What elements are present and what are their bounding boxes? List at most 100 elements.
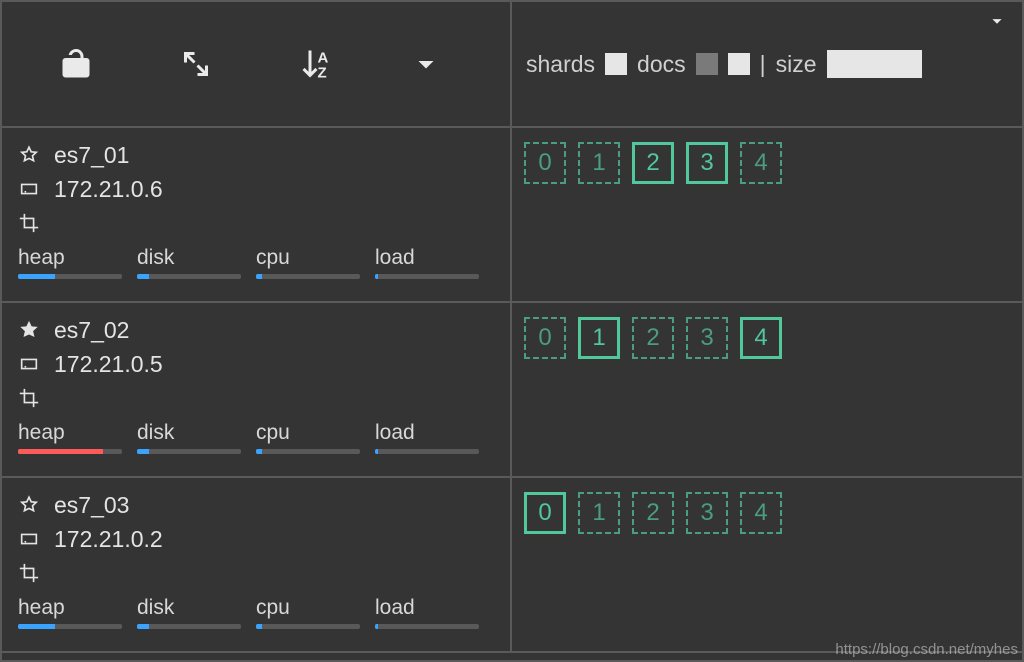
node-shards: 01234 <box>512 303 1022 478</box>
metric-bar <box>18 274 122 279</box>
metric-load: load <box>375 596 494 629</box>
metric-disk: disk <box>137 246 256 279</box>
metric-label: cpu <box>256 596 375 620</box>
expand-button[interactable] <box>136 2 256 126</box>
node-ip: 172.21.0.6 <box>54 176 163 203</box>
node-ip: 172.21.0.5 <box>54 351 163 378</box>
metric-bar-fill <box>18 624 55 629</box>
node-metrics: heapdiskcpuload <box>18 421 494 454</box>
metric-bar-fill <box>137 274 149 279</box>
metric-bar-fill <box>375 624 378 629</box>
metric-bar <box>375 274 479 279</box>
node-info: es7_02 172.21.0.5 heapdiskcpuload <box>2 303 512 478</box>
shard-replica[interactable]: 1 <box>578 142 620 184</box>
caret-down-icon <box>986 10 1008 32</box>
star-outline-icon <box>18 494 40 516</box>
metric-label: disk <box>137 596 256 620</box>
node-row: es7_01172.21.0.6heapdiskcpuload01234 <box>2 128 1022 303</box>
shard-replica[interactable]: 4 <box>740 492 782 534</box>
metric-bar <box>256 624 360 629</box>
cluster-grid: A Z shards docs | size es7_01 172.21.0.6 h… <box>0 0 1024 662</box>
shard-indicator <box>605 53 627 75</box>
metric-bar-fill <box>256 624 262 629</box>
metric-bar-fill <box>18 274 55 279</box>
shard-replica[interactable]: 3 <box>686 492 728 534</box>
node-ip-line: 172.21.0.5 <box>18 347 494 381</box>
size-indicator <box>827 50 922 78</box>
metric-bar-fill <box>18 449 103 454</box>
dropdown-button[interactable] <box>376 2 476 126</box>
metric-disk: disk <box>137 596 256 629</box>
node-name-line[interactable]: es7_03 <box>18 488 494 522</box>
shard-primary[interactable]: 0 <box>524 492 566 534</box>
metric-bar-fill <box>375 274 378 279</box>
pipe-divider: | <box>760 51 766 78</box>
metric-heap: heap <box>18 596 137 629</box>
metric-disk: disk <box>137 421 256 454</box>
disk-icon <box>18 353 40 375</box>
metric-label: cpu <box>256 421 375 445</box>
node-info: es7_03172.21.0.2 heapdiskcpuload <box>2 478 512 653</box>
shards-label: shards <box>526 51 595 78</box>
metric-label: disk <box>137 246 256 270</box>
metric-bar-fill <box>375 449 378 454</box>
collapse-caret[interactable] <box>986 10 1008 38</box>
metric-bar <box>256 449 360 454</box>
metric-bar-fill <box>256 274 262 279</box>
metric-label: load <box>375 421 494 445</box>
unlock-icon <box>58 46 94 82</box>
shard-replica[interactable]: 2 <box>632 492 674 534</box>
crop-icon <box>18 562 40 584</box>
shard-primary[interactable]: 2 <box>632 142 674 184</box>
metric-label: heap <box>18 246 137 270</box>
shard-primary[interactable]: 3 <box>686 142 728 184</box>
lock-button[interactable] <box>16 2 136 126</box>
shard-primary[interactable]: 1 <box>578 317 620 359</box>
metric-label: cpu <box>256 246 375 270</box>
metric-bar <box>137 624 241 629</box>
metric-bar <box>18 624 122 629</box>
metric-bar <box>256 274 360 279</box>
metric-bar <box>137 274 241 279</box>
nodes-container: es7_01172.21.0.6heapdiskcpuload01234es7_… <box>2 128 1022 653</box>
metric-bar <box>375 624 479 629</box>
shard-replica[interactable]: 0 <box>524 317 566 359</box>
metric-heap: heap <box>18 246 137 279</box>
shard-replica[interactable]: 3 <box>686 317 728 359</box>
metric-label: heap <box>18 596 137 620</box>
metric-cpu: cpu <box>256 421 375 454</box>
metric-label: heap <box>18 421 137 445</box>
docs-indicator-2 <box>728 53 750 75</box>
node-crop-line <box>18 206 494 240</box>
shard-replica[interactable]: 2 <box>632 317 674 359</box>
expand-icon <box>178 46 214 82</box>
svg-text:Z: Z <box>318 65 327 82</box>
node-name-line[interactable]: es7_01 <box>18 138 494 172</box>
header-right: shards docs | size <box>512 2 1022 128</box>
node-ip-line: 172.21.0.6 <box>18 172 494 206</box>
metric-label: disk <box>137 421 256 445</box>
shard-replica[interactable]: 4 <box>740 142 782 184</box>
node-crop-line <box>18 556 494 590</box>
disk-icon <box>18 178 40 200</box>
shard-replica[interactable]: 1 <box>578 492 620 534</box>
shard-replica[interactable]: 0 <box>524 142 566 184</box>
sort-button[interactable]: A Z <box>256 2 376 126</box>
metric-bar <box>18 449 122 454</box>
disk-icon <box>18 528 40 550</box>
docs-indicator-1 <box>696 53 718 75</box>
metric-cpu: cpu <box>256 596 375 629</box>
node-ip-line: 172.21.0.2 <box>18 522 494 556</box>
metric-load: load <box>375 421 494 454</box>
metric-bar-fill <box>137 449 149 454</box>
crop-icon <box>18 212 40 234</box>
node-row: es7_02 172.21.0.5 heapdiskcpuload 01234 <box>2 303 1022 478</box>
node-name-line[interactable]: es7_02 <box>18 313 494 347</box>
shard-primary[interactable]: 4 <box>740 317 782 359</box>
docs-label: docs <box>637 51 686 78</box>
caret-down-icon <box>408 46 444 82</box>
sort-az-icon: A Z <box>298 46 334 82</box>
node-metrics: heapdiskcpuload <box>18 596 494 629</box>
header-left: A Z <box>2 2 512 128</box>
node-name: es7_02 <box>54 317 129 344</box>
